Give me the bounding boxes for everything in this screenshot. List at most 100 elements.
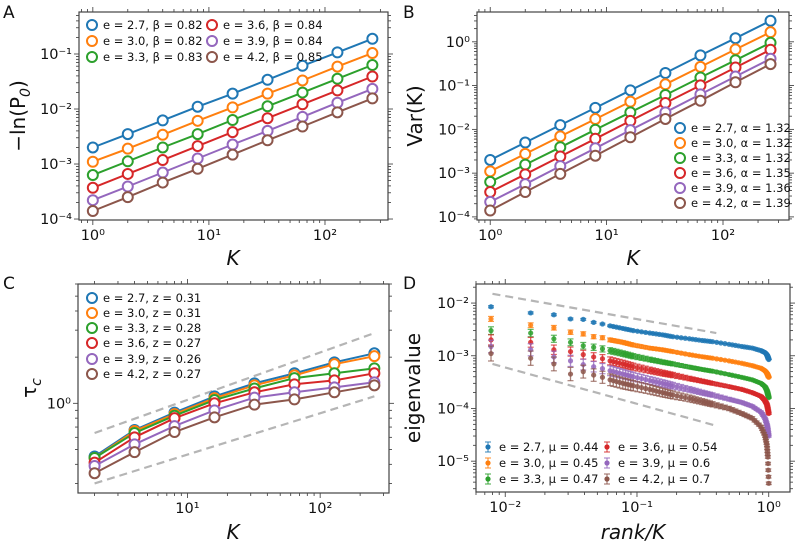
data-point <box>643 376 649 383</box>
data-point <box>519 147 532 160</box>
data-point <box>567 316 574 322</box>
y-tick-label: 10⁰ <box>446 35 470 51</box>
x-tick-label: 10⁻¹ <box>621 500 653 516</box>
data-point <box>368 350 381 363</box>
data-point <box>624 95 637 108</box>
legend-label: e = 3.9, z = 0.26 <box>103 352 201 366</box>
y-tick-label: 10⁻⁴ <box>438 210 470 226</box>
data-point <box>156 154 169 167</box>
axes-frame <box>475 283 791 493</box>
data-point <box>634 384 641 390</box>
data-point <box>484 175 497 188</box>
legend-item: e = 3.3, μ = 0.47 <box>485 472 599 486</box>
data-point <box>659 112 672 125</box>
y-tick-label: 10⁻² <box>40 102 72 118</box>
legend-label: e = 3.6, α = 1.35 <box>691 166 791 180</box>
data-point <box>331 72 344 85</box>
data-point <box>674 384 680 390</box>
data-point <box>589 113 602 126</box>
legend-marker-circle <box>674 152 686 164</box>
data-point <box>191 152 204 165</box>
legend-label: e = 2.7, α = 1.32 <box>691 121 791 135</box>
y-axis-label: eigenvalue <box>401 333 425 443</box>
legend-label: e = 3.0, β = 0.82 <box>103 34 203 48</box>
legend-item: e = 3.9, z = 0.26 <box>86 352 201 366</box>
data-point <box>694 60 707 73</box>
data-point <box>488 316 494 322</box>
data-point <box>484 153 497 166</box>
data-point <box>226 87 239 100</box>
legend: e = 2.7, μ = 0.44 e = 3.0, μ = 0.45 e = 3.… <box>485 440 718 486</box>
data-point <box>678 394 684 400</box>
axes-frame <box>77 283 390 494</box>
data-point <box>331 106 344 119</box>
data-point <box>191 162 204 175</box>
data-point <box>722 383 728 389</box>
data-point <box>643 366 649 372</box>
data-point <box>366 47 379 60</box>
data-point <box>764 58 777 71</box>
x-tick-label: 10¹ <box>175 501 199 517</box>
data-point <box>331 84 344 97</box>
data-point <box>580 369 586 375</box>
series-3 <box>86 70 379 194</box>
y-tick-label: 10⁻³ <box>437 349 469 365</box>
data-point <box>643 385 649 392</box>
data-point <box>729 32 742 45</box>
data-point <box>331 60 344 73</box>
legend-marker-circle <box>206 35 218 47</box>
data-point <box>328 386 341 399</box>
data-point <box>226 126 239 139</box>
series-0 <box>86 32 379 154</box>
data-point <box>599 335 606 341</box>
data-point <box>191 140 204 153</box>
legend-marker-circle <box>674 122 686 134</box>
panel-label: A <box>3 3 15 23</box>
data-point <box>589 149 602 162</box>
data-point <box>528 355 534 361</box>
legend-marker-point <box>604 444 610 450</box>
panel-label: C <box>3 274 15 294</box>
data-point <box>591 372 597 378</box>
data-point <box>208 411 221 424</box>
data-point <box>694 94 707 107</box>
y-axis-label-subscript: c <box>29 378 45 386</box>
y-tick-label: 10⁻⁴ <box>437 401 469 417</box>
data-point <box>638 384 645 391</box>
legend-label: e = 2.7, β = 0.82 <box>103 18 203 32</box>
legend-item: e = 3.6, β = 0.84 <box>206 18 323 32</box>
legend-label: e = 3.0, α = 1.32 <box>691 136 791 150</box>
data-point <box>296 120 309 133</box>
x-tick-label: 10² <box>313 228 337 244</box>
data-point <box>226 138 239 151</box>
series-1 <box>488 315 772 380</box>
data-point <box>551 325 557 331</box>
legend-marker-circle <box>206 51 218 63</box>
data-point <box>764 14 777 27</box>
legend-marker-circle <box>86 35 98 47</box>
y-axis-label-subscript: 0 <box>18 88 34 97</box>
legend-label: e = 3.6, β = 0.84 <box>223 18 323 32</box>
x-axis-label: K <box>226 520 241 544</box>
data-point <box>519 136 532 149</box>
data-point <box>261 87 274 100</box>
y-axis-label-text: Var(K) <box>403 85 427 146</box>
y-tick-label: 10⁻³ <box>438 166 470 182</box>
legend-marker-circle <box>86 322 98 334</box>
data-point <box>296 98 309 111</box>
y-axis-label-text: −ln(P <box>6 97 30 152</box>
data-point <box>488 328 494 334</box>
legend-marker-point <box>485 460 491 466</box>
data-point <box>714 369 720 375</box>
legend: e = 2.7, α = 1.32e = 3.0, α = 1.32 e = 3.… <box>674 121 791 210</box>
legend-item: e = 3.6, α = 1.35 <box>674 166 791 180</box>
y-axis-label-text: eigenvalue <box>401 333 425 443</box>
series-0 <box>484 14 777 166</box>
data-point <box>638 375 645 382</box>
data-point <box>168 425 181 438</box>
data-point <box>765 467 771 473</box>
legend-marker-circle <box>86 368 98 380</box>
data-point <box>670 392 676 398</box>
data-point <box>296 110 309 123</box>
data-point <box>634 375 641 381</box>
